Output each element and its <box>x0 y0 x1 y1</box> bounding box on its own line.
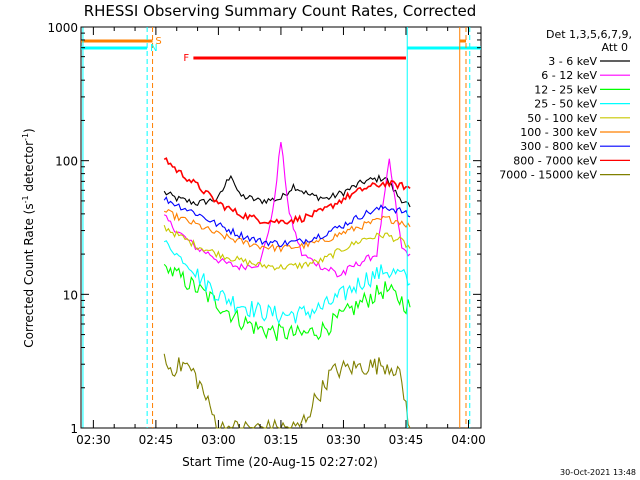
series-layer <box>163 142 411 429</box>
legend-label: 6 - 12 keV <box>541 69 597 82</box>
x-tick-label: 03:00 <box>201 433 236 447</box>
x-tick-label: 04:00 <box>451 433 486 447</box>
series-line-7 <box>163 196 411 248</box>
x-tick-label: 03:15 <box>264 433 299 447</box>
legend-label: 50 - 100 keV <box>527 112 597 125</box>
chart-title: RHESSI Observing Summary Count Rates, Co… <box>84 2 477 20</box>
series-line-9 <box>163 353 411 429</box>
legend-label: 7000 - 15000 keV <box>499 169 597 182</box>
x-axis: 02:30 02:45 03:00 03:15 03:30 03:45 04:00 <box>76 27 486 447</box>
y-tick-label: 100 <box>55 155 78 169</box>
vline-layer <box>82 27 471 428</box>
legend-label: 800 - 7000 keV <box>513 154 597 167</box>
series-line-3 <box>163 263 411 341</box>
night-flag-label: N <box>150 43 157 54</box>
legend-label: 12 - 25 keV <box>534 83 597 96</box>
legend-label: 300 - 800 keV <box>520 140 597 153</box>
flag-layer <box>80 39 481 60</box>
x-tick-label: 02:45 <box>139 433 174 447</box>
series-line-4 <box>163 240 411 325</box>
x-axis-label: Start Time (20-Aug-15 02:27:02) <box>182 455 378 469</box>
y-tick-label: 1 <box>70 422 78 436</box>
series-line-8 <box>163 157 411 225</box>
y-tick-label: 1000 <box>47 21 78 35</box>
legend-header-detectors: Det 1,3,5,6,7,9, <box>546 28 632 41</box>
x-tick-label: 02:30 <box>76 433 111 447</box>
x-tick-label: 03:45 <box>389 433 424 447</box>
flare-flag-label: F <box>183 53 189 64</box>
legend-label: 3 - 6 keV <box>548 55 597 68</box>
series-line-2 <box>163 142 411 278</box>
legend-label: 25 - 50 keV <box>534 98 597 111</box>
plot-area: S N F <box>80 26 482 429</box>
timestamp: 30-Oct-2021 13:48 <box>560 468 636 477</box>
y-tick-label: 10 <box>63 288 78 302</box>
series-line-5 <box>163 225 411 271</box>
plot-frame <box>80 26 482 429</box>
y-axis: 1 10 100 1000 <box>47 21 481 436</box>
y-axis-label: Corrected Count Rate (s-1 detector-1) <box>21 128 36 347</box>
legend-label: 100 - 300 keV <box>520 126 597 139</box>
x-tick-label: 03:30 <box>326 433 361 447</box>
legend-header-attenuator: Att 0 <box>602 41 628 54</box>
saa-flag-label: S <box>155 36 161 47</box>
